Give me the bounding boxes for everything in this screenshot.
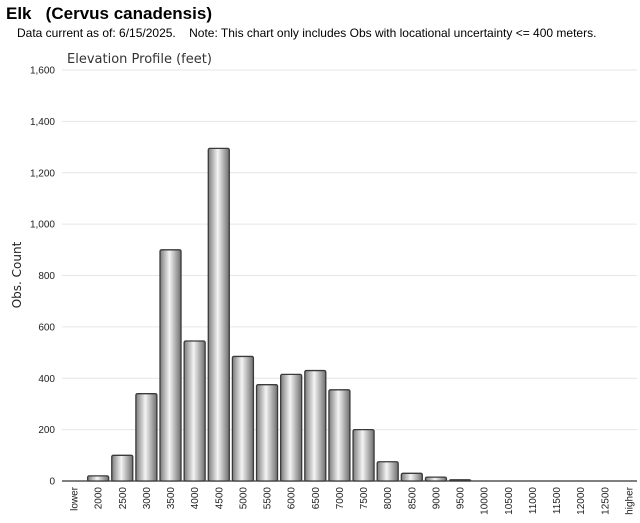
y-tick-label: 800 xyxy=(38,271,55,282)
x-tick-label: 4000 xyxy=(190,487,201,510)
x-tick-label: 9000 xyxy=(431,487,442,510)
x-tick-label: 6000 xyxy=(287,487,298,510)
x-tick-label: 10000 xyxy=(480,487,491,515)
y-tick-label: 0 xyxy=(49,477,55,488)
y-tick-label: 1,600 xyxy=(30,66,55,77)
bar-4000 xyxy=(183,340,206,482)
bar-6000 xyxy=(280,373,303,482)
x-tick-label: 11000 xyxy=(528,487,539,515)
bar-9000 xyxy=(424,476,448,482)
y-tick-label: 200 xyxy=(38,425,55,436)
bar-7000 xyxy=(328,389,351,482)
x-tick-label: 6500 xyxy=(311,487,322,510)
x-tick-label: 3000 xyxy=(142,487,153,510)
x-tick-label: 12000 xyxy=(576,487,587,515)
x-tick-label: 10500 xyxy=(504,487,515,515)
bar-6500 xyxy=(304,369,327,482)
page-title: Elk (Cervus canadensis) xyxy=(6,4,212,23)
x-tick-label: 11500 xyxy=(552,487,563,515)
x-tick-label: 5500 xyxy=(263,487,274,510)
x-tick-label: 7000 xyxy=(335,487,346,510)
y-tick-label: 1,000 xyxy=(30,220,55,231)
x-tick-label: higher xyxy=(624,486,635,514)
y-axis-label: Obs. Count xyxy=(10,241,24,308)
bar-4500 xyxy=(207,147,230,482)
bar-9500 xyxy=(448,479,472,482)
x-tick-label: 7500 xyxy=(359,487,370,510)
x-tick-label: 5000 xyxy=(238,487,249,510)
data-note: Data current as of: 6/15/2025. Note: Thi… xyxy=(17,26,597,40)
bar-3500 xyxy=(159,249,182,482)
bar-7500 xyxy=(352,428,375,482)
y-tick-label: 1,400 xyxy=(30,117,55,128)
tick-labels: 0 200 400 600 800 1,000 1,200 1,400 1,600 lower 20… xyxy=(30,66,636,515)
x-tick-label: 8500 xyxy=(407,487,418,510)
bar-5500 xyxy=(255,384,279,482)
x-tick-label: 9500 xyxy=(456,487,467,510)
bar-2500 xyxy=(111,454,134,482)
x-tick-label: 12500 xyxy=(600,487,611,515)
bar-8000 xyxy=(376,461,399,482)
chart-title: Elevation Profile (feet) xyxy=(67,52,212,67)
bar-2000 xyxy=(86,475,110,482)
y-tick-label: 1,200 xyxy=(30,168,55,179)
x-tick-label: lower xyxy=(70,486,81,511)
x-tick-label: 2500 xyxy=(118,487,129,510)
bars xyxy=(86,147,472,482)
x-tick-label: 4500 xyxy=(214,487,225,510)
bar-5000 xyxy=(231,355,255,482)
x-tick-label: 2000 xyxy=(94,487,105,510)
x-tick-label: 8000 xyxy=(383,487,394,510)
y-tick-label: 400 xyxy=(38,374,55,385)
bar-8500 xyxy=(400,472,423,482)
x-tick-label: 3500 xyxy=(166,487,177,510)
bar-3000 xyxy=(135,393,158,482)
y-tick-label: 600 xyxy=(38,322,55,333)
